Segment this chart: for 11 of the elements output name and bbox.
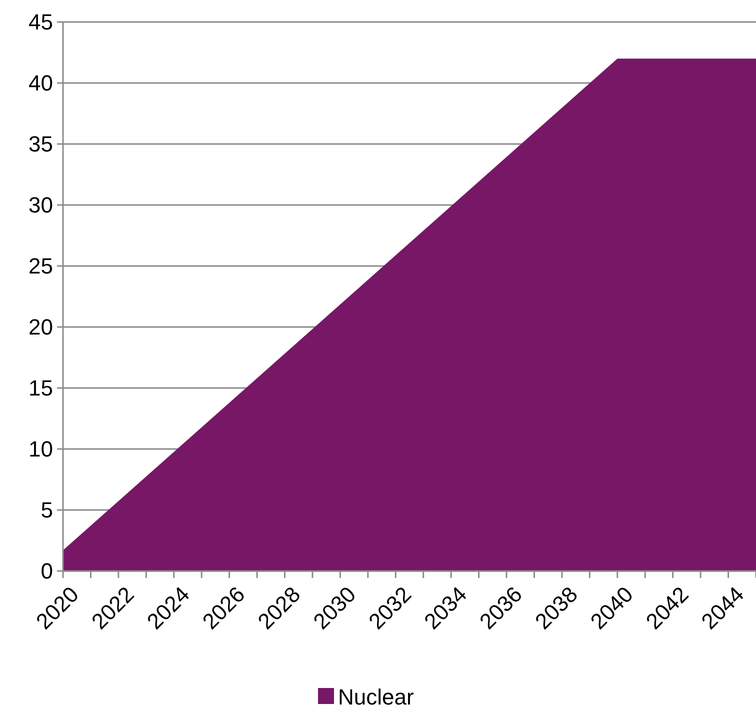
y-tick-label: 35 [28, 132, 53, 157]
y-tick-label: 20 [28, 314, 53, 340]
y-tick-label: 45 [28, 10, 53, 35]
y-tick-label: 5 [40, 498, 53, 523]
y-tick-label: 25 [28, 254, 53, 279]
y-tick-label: 30 [28, 192, 53, 218]
legend-label: Nuclear [338, 684, 414, 710]
y-tick-label: 15 [28, 376, 53, 401]
y-tick-label: 10 [28, 436, 53, 462]
y-tick-label: 0 [40, 558, 53, 584]
y-tick-label: 40 [28, 70, 53, 96]
